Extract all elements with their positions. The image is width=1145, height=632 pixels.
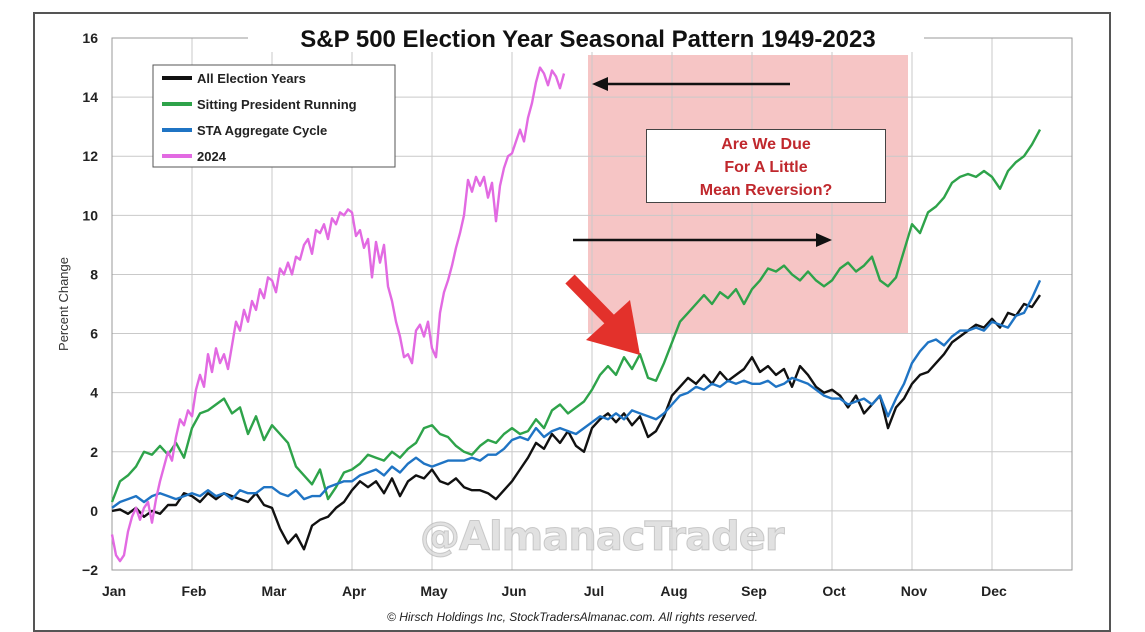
series-lines — [110, 66, 1042, 563]
legend-label: STA Aggregate Cycle — [197, 123, 327, 138]
x-tick-label: Nov — [901, 583, 928, 599]
legend-label: Sitting President Running — [197, 97, 357, 112]
y-tick-label: 4 — [90, 385, 98, 401]
series-line-sitting-president-running — [110, 129, 1042, 503]
x-tick-label: Jun — [502, 583, 527, 599]
x-tick-label: Mar — [262, 583, 287, 599]
annotation-line-3: Mean Reversion? — [699, 182, 833, 199]
x-tick-label: Jan — [102, 583, 126, 599]
legend: All Election Years Sitting President Runn… — [152, 64, 396, 168]
y-tick-label: 12 — [82, 148, 98, 164]
series-line-all-election-years — [111, 294, 1041, 551]
copyright: © Hirsch Holdings Inc, StockTradersAlman… — [387, 610, 758, 624]
x-tick-label: May — [420, 583, 447, 599]
x-tick-label: Jul — [584, 583, 604, 599]
legend-label: 2024 — [197, 149, 227, 164]
x-tick-label: Apr — [342, 583, 367, 599]
legend-label: All Election Years — [197, 71, 306, 86]
red-arrow — [565, 274, 640, 355]
y-tick-label: −2 — [82, 562, 98, 578]
series-line-2024 — [110, 66, 566, 563]
x-tick-label: Dec — [981, 583, 1007, 599]
x-axis-ticks: Jan Feb Mar Apr May Jun Jul Aug Sep Oct Nov Dec — [102, 583, 1007, 599]
y-tick-label: 10 — [82, 207, 98, 223]
chart-title: S&P 500 Election Year Seasonal Pattern 1… — [300, 26, 875, 53]
arrows — [565, 77, 832, 355]
series-line-sta-aggregate-cycle — [111, 279, 1042, 509]
legend-box — [152, 64, 396, 168]
annotation-box: Are We Due For A Little Mean Reversion? — [646, 129, 886, 203]
y-tick-label: 0 — [90, 503, 98, 519]
y-tick-label: 16 — [82, 30, 98, 46]
x-tick-label: Sep — [741, 583, 767, 599]
y-axis-label: Percent Change — [56, 257, 71, 351]
arrow-left-head — [592, 77, 608, 91]
annotation-line-2: For A Little — [724, 159, 808, 176]
arrow-right-head — [816, 233, 832, 247]
y-tick-label: 14 — [82, 89, 98, 105]
annotation-line-1: Are We Due — [721, 136, 811, 153]
x-tick-label: Aug — [660, 583, 687, 599]
y-tick-label: 6 — [90, 326, 98, 342]
x-tick-label: Oct — [822, 583, 846, 599]
y-axis-ticks: −2 0 2 4 6 8 10 12 14 16 — [82, 30, 98, 578]
title-background — [248, 26, 924, 52]
watermark: @AlmanacTrader — [420, 514, 786, 561]
x-tick-label: Feb — [182, 583, 207, 599]
y-tick-label: 2 — [90, 444, 98, 460]
y-tick-label: 8 — [90, 266, 98, 282]
